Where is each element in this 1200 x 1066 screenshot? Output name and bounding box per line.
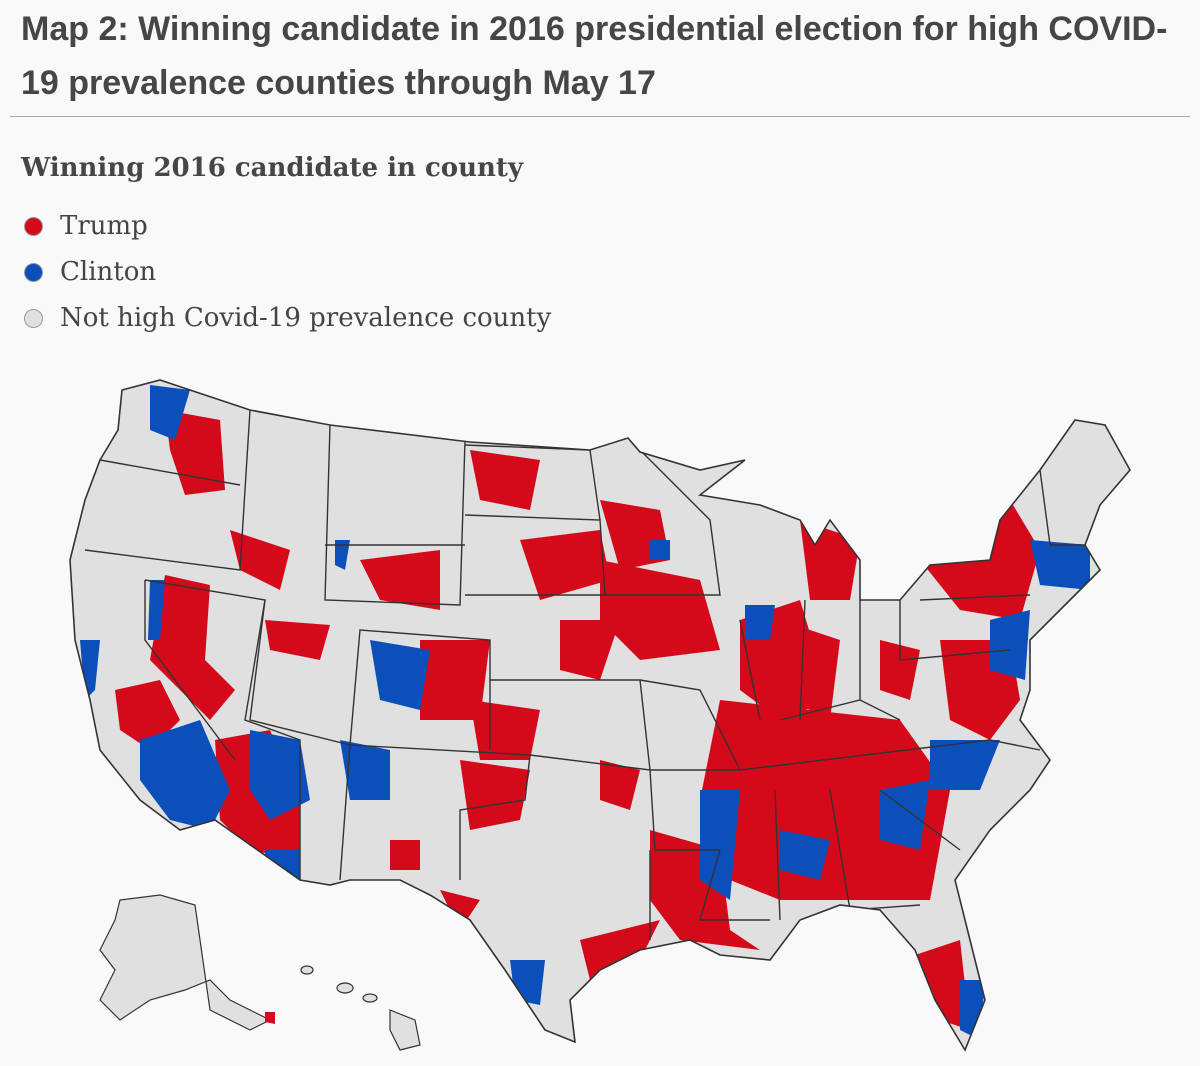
county-fills — [80, 385, 1090, 1040]
not-high-swatch — [24, 308, 43, 328]
legend-label: Not high Covid-19 prevalence county — [60, 303, 552, 333]
legend-title: Winning 2016 candidate in county — [21, 153, 524, 183]
legend-item-trump: Trump — [24, 203, 551, 249]
trump-swatch — [24, 216, 43, 236]
legend: Trump Clinton Not high Covid-19 prevalen… — [24, 203, 551, 341]
hawaii — [300, 965, 421, 1051]
alaska-trump-county — [265, 1012, 275, 1024]
us-county-map — [69, 379, 1131, 1051]
state-borders — [84, 409, 1085, 940]
title-divider — [10, 116, 1190, 117]
legend-label: Trump — [60, 211, 148, 241]
alaska — [99, 894, 272, 1031]
legend-item-clinton: Clinton — [24, 249, 551, 295]
clinton-swatch — [24, 262, 43, 282]
clinton-counties — [80, 385, 1090, 1040]
legend-label: Clinton — [60, 257, 157, 287]
legend-item-not-high: Not high Covid-19 prevalence county — [24, 295, 551, 341]
chart-title: Map 2: Winning candidate in 2016 preside… — [21, 10, 1168, 102]
